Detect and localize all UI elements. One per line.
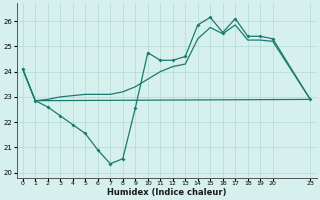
- X-axis label: Humidex (Indice chaleur): Humidex (Indice chaleur): [107, 188, 226, 197]
